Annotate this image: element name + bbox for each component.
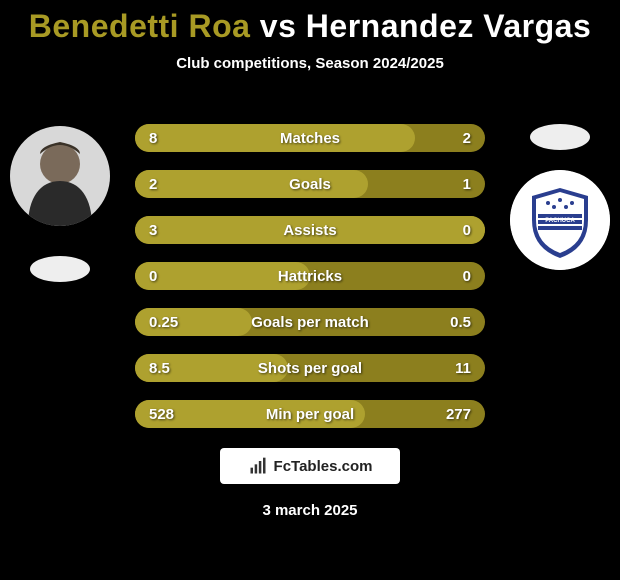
stat-bar: 8 Matches 2	[135, 124, 485, 152]
stat-value-p1: 528	[149, 406, 174, 423]
player2-club-badge: PACHUCA	[510, 170, 610, 270]
stat-value-p2: 1	[463, 176, 471, 193]
player2-name: Hernandez Vargas	[306, 8, 591, 44]
stat-value-p1: 0.25	[149, 314, 178, 331]
watermark-badge: FcTables.com	[220, 448, 400, 484]
comparison-title: Benedetti Roa vs Hernandez Vargas	[0, 0, 620, 45]
stat-value-p2: 0	[463, 222, 471, 239]
stat-label: Shots per goal	[258, 360, 362, 377]
subtitle: Club competitions, Season 2024/2025	[0, 55, 620, 72]
stat-bar-fill	[135, 170, 368, 198]
stat-label: Hattricks	[278, 268, 342, 285]
stat-value-p1: 3	[149, 222, 157, 239]
stat-bar: 0 Hattricks 0	[135, 262, 485, 290]
player1-name: Benedetti Roa	[29, 8, 251, 44]
watermark-text: FcTables.com	[274, 458, 373, 475]
stat-bar: 0.25 Goals per match 0.5	[135, 308, 485, 336]
stat-bar: 2 Goals 1	[135, 170, 485, 198]
player1-flag	[30, 256, 90, 282]
chart-icon	[248, 456, 268, 476]
stat-label: Goals	[289, 176, 331, 193]
stat-bar: 528 Min per goal 277	[135, 400, 485, 428]
stat-value-p2: 11	[455, 360, 471, 377]
footer-date: 3 march 2025	[0, 502, 620, 519]
player1-avatar	[10, 126, 110, 226]
stat-rows: 8 Matches 2 2 Goals 1 3 Assists 0 0 Hattricks 0 0.25…	[135, 124, 485, 428]
player2-flag	[530, 124, 590, 150]
vs-word: vs	[260, 8, 297, 44]
stat-value-p2: 0.5	[450, 314, 471, 331]
stat-value-p1: 8	[149, 130, 157, 147]
stat-value-p2: 277	[446, 406, 471, 423]
stat-label: Matches	[280, 130, 340, 147]
stat-value-p2: 2	[463, 130, 471, 147]
stat-value-p1: 8.5	[149, 360, 170, 377]
stat-bar: 3 Assists 0	[135, 216, 485, 244]
stat-value-p1: 0	[149, 268, 157, 285]
stat-bar-fill	[135, 124, 415, 152]
stat-bar: 8.5 Shots per goal 11	[135, 354, 485, 382]
stat-label: Goals per match	[251, 314, 369, 331]
stat-label: Assists	[283, 222, 336, 239]
stat-value-p2: 0	[463, 268, 471, 285]
svg-text:PACHUCA: PACHUCA	[545, 218, 575, 224]
stat-value-p1: 2	[149, 176, 157, 193]
stat-label: Min per goal	[266, 406, 354, 423]
